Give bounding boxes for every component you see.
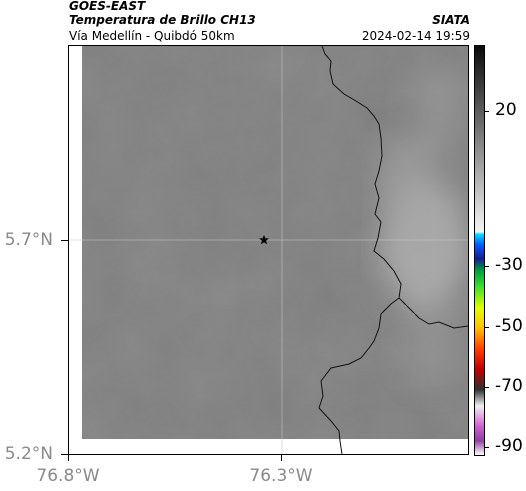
route-subtitle: Vía Medellín - Quibdó 50km	[69, 29, 235, 43]
latitude-tick	[61, 240, 68, 241]
organization-label: SIATA	[432, 13, 470, 27]
colorbar-tick	[484, 266, 489, 267]
longitude-tick	[68, 455, 69, 461]
colorbar-label: -70	[495, 376, 523, 396]
temperature-colorbar	[474, 45, 485, 456]
colorbar-tick	[484, 111, 489, 112]
colorbar-tick	[484, 387, 489, 388]
colorbar-label: -90	[495, 436, 523, 456]
colorbar-label: 20	[495, 100, 517, 120]
star-marker	[259, 235, 269, 245]
timestamp-label: 2024-02-14 19:59	[361, 29, 470, 43]
longitude-tick	[281, 455, 282, 461]
longitude-label: 76.8°W	[36, 466, 100, 486]
satellite-name: GOES-EAST	[69, 0, 146, 13]
satellite-map-canvas	[69, 46, 468, 454]
colorbar-gradient	[475, 46, 484, 455]
colorbar-label: -30	[495, 255, 523, 275]
department-border-south	[318, 297, 400, 454]
colorbar-label: -50	[495, 316, 523, 336]
colorbar-tick	[484, 447, 489, 448]
longitude-label: 76.3°W	[249, 466, 313, 486]
department-border	[321, 46, 468, 329]
latitude-label: 5.2°N	[4, 444, 53, 464]
latitude-label: 5.7°N	[4, 230, 53, 250]
satellite-map	[68, 45, 469, 455]
product-title: Temperatura de Brillo CH13	[69, 13, 256, 27]
colorbar-tick	[484, 327, 489, 328]
latitude-tick	[61, 454, 68, 455]
